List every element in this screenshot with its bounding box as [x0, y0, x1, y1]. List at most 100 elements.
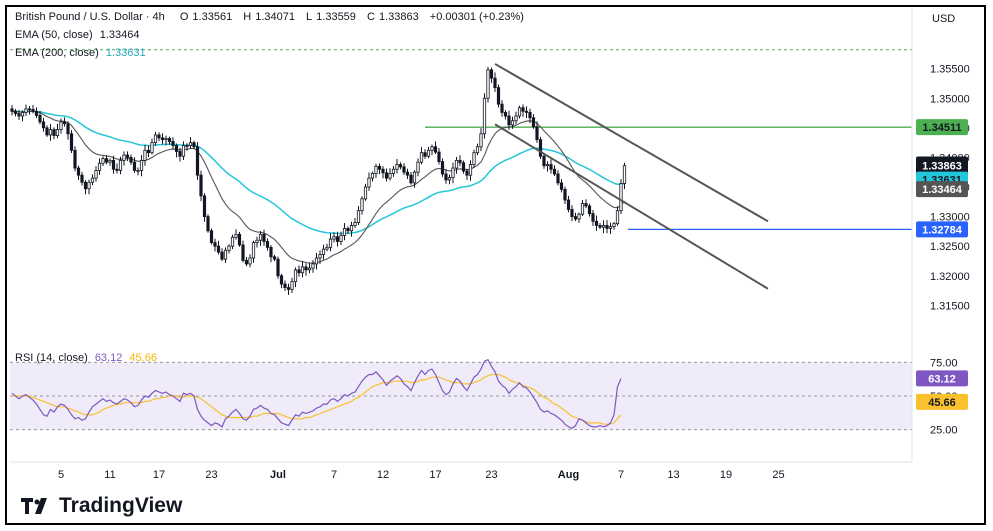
candle-body — [160, 137, 165, 141]
candle-body — [48, 129, 53, 136]
rsi-label: RSI (14, close) — [15, 352, 88, 364]
candle-body — [185, 145, 189, 147]
candle-body — [122, 154, 126, 161]
time-axis: 5 11 17 23 Jul 7 12 17 23 Aug 7 13 19 25 — [58, 469, 785, 481]
candle-body — [444, 173, 448, 181]
price-tick-label: 1.35500 — [930, 64, 970, 76]
candle-body — [216, 245, 221, 253]
candle-body — [132, 161, 137, 171]
candle-body — [230, 236, 235, 247]
currency-label[interactable]: USD — [932, 13, 956, 25]
candle-body — [437, 151, 441, 162]
candle-body — [20, 112, 25, 117]
candle-body — [94, 170, 98, 179]
candle-body — [101, 158, 105, 164]
rsi-ma-value: 45.66 — [129, 352, 157, 364]
last-price-tag: 1.33863 — [922, 161, 962, 173]
candle-body — [489, 69, 494, 79]
price-tags: 1.345111.3386301:02:041.336311.334641.32… — [916, 119, 968, 410]
candle-body — [143, 149, 147, 161]
candle-body — [104, 158, 109, 163]
legend-ema200: EMA (200, close) 1.33631 — [15, 47, 150, 59]
candle-body — [108, 159, 112, 163]
ohlc-change: +0.00301 (+0.23%) — [429, 11, 524, 23]
candle-body — [559, 182, 564, 190]
price-tick-label: 1.35000 — [930, 93, 970, 105]
price-tick-label: 1.32000 — [930, 271, 970, 283]
legend-symbol: British Pound / U.S. Dollar · 4h O 1.3356… — [15, 11, 528, 23]
candle-body — [272, 256, 277, 260]
candle-body — [549, 164, 553, 170]
candle-body — [524, 110, 529, 113]
candle-body — [384, 172, 389, 179]
price-chart[interactable]: 1.355001.350001.345001.340001.335001.330… — [7, 7, 984, 523]
candle-body — [223, 249, 228, 260]
ohlc-close-value: 1.33863 — [378, 11, 419, 23]
candle-body — [157, 134, 161, 139]
candle-body — [591, 213, 595, 222]
resistance-tag-bg — [916, 119, 968, 136]
chart-frame: 1.355001.350001.345001.340001.335001.330… — [5, 5, 986, 525]
candle-body — [213, 242, 217, 247]
candle-body — [136, 170, 140, 172]
time-tick-label: 23 — [485, 469, 497, 481]
candle-body — [363, 186, 368, 200]
time-tick-label: 11 — [104, 469, 115, 481]
brand-name: TradingView — [59, 494, 183, 517]
candle-body — [517, 107, 522, 117]
ohlc-high: H 1.34071 — [243, 11, 299, 23]
candle-body — [199, 174, 203, 197]
ohlc-low: L 1.33559 — [306, 11, 360, 23]
ema200-label: EMA (200, close) — [15, 47, 99, 59]
candle-body — [115, 168, 119, 171]
ohlc-low-label: L — [306, 11, 313, 23]
candle-body — [395, 164, 399, 170]
candle-body — [45, 127, 49, 136]
candle-body — [619, 183, 623, 212]
candle-body — [580, 203, 585, 215]
candle-body — [328, 238, 333, 248]
ema50-tag: 1.33464 — [922, 184, 963, 196]
candle-body — [587, 205, 592, 215]
candle-body — [237, 233, 242, 246]
candle-body — [300, 266, 305, 274]
candle-body — [150, 142, 154, 154]
candle-body — [584, 203, 588, 207]
candle-body — [248, 257, 252, 265]
candle-body — [342, 228, 347, 236]
candle-body — [353, 222, 357, 226]
time-tick-label: 19 — [720, 469, 732, 481]
rsi-ma-tag-bg — [916, 393, 968, 410]
candle-body — [139, 159, 144, 171]
resistance-tag: 1.34511 — [922, 122, 961, 134]
tradingview-logo[interactable]: TradingView — [21, 494, 182, 518]
candle-body — [423, 152, 427, 157]
candle-body — [97, 162, 102, 171]
candle-body — [426, 149, 431, 157]
candle-body — [80, 174, 84, 183]
candle-body — [475, 146, 480, 154]
candle-body — [573, 216, 578, 220]
ohlc-close-label: C — [366, 11, 375, 23]
levels — [10, 49, 912, 231]
candle-body — [38, 115, 42, 123]
candle-body — [598, 225, 602, 228]
candle-body — [521, 107, 525, 112]
candle-body — [146, 149, 151, 154]
candle-body — [59, 121, 63, 131]
time-tick-label: 13 — [667, 469, 679, 481]
time-tick-label: 7 — [618, 469, 624, 481]
candle-body — [181, 145, 186, 157]
tradingview-mark-icon — [21, 498, 47, 514]
symbol-label: British Pound / U.S. Dollar · 4h — [15, 11, 165, 23]
candle-body — [265, 241, 270, 248]
rsi-tick-label: 25.00 — [930, 425, 958, 437]
candle-body — [391, 168, 396, 174]
rsi-band — [10, 361, 912, 431]
support-tag: 1.32784 — [922, 224, 963, 236]
candle-body — [244, 259, 249, 265]
candle-body — [17, 113, 21, 117]
candle-body — [468, 164, 473, 176]
candle-body — [416, 161, 420, 173]
ema200-line — [11, 110, 625, 235]
